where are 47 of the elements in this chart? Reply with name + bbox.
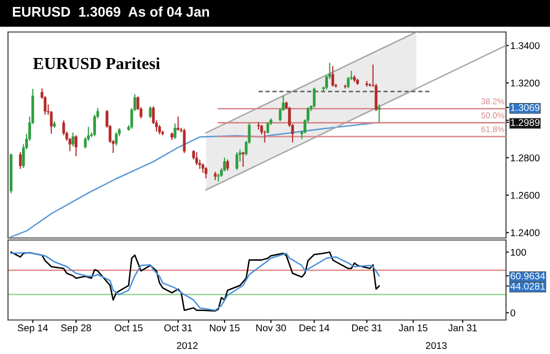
series-label: 50.0% [481, 112, 504, 118]
text: EURUSD Paritesi [33, 57, 160, 70]
candlestick [182, 128, 186, 154]
candlestick [74, 134, 78, 157]
candlestick [158, 124, 161, 135]
x-tick-label: Dec 31 [352, 324, 382, 332]
candlestick [195, 152, 198, 166]
x-tick-label: Oct 31 [164, 324, 192, 332]
y-tick-label: 1.2800 [510, 154, 540, 162]
text: 2012 [176, 342, 198, 349]
candlestick [378, 104, 381, 123]
y-tick-label: 1.3400 [510, 42, 540, 50]
candlestick [148, 106, 152, 119]
x-tick-label: Sep 28 [61, 324, 92, 334]
candlestick [312, 87, 316, 108]
candlestick [114, 132, 118, 146]
y-tick-label: 1.3069 [510, 104, 540, 112]
x-tick-label: Oct 15 [114, 324, 143, 332]
y-tick-label: 1.2600 [510, 192, 540, 199]
x-tick-label: Dec 14 [300, 324, 330, 332]
text: 2013 [426, 342, 447, 349]
x-tick-label: Nov 30 [256, 324, 286, 332]
candlestick [204, 166, 208, 179]
y-tick-label: 60.9634 [510, 272, 546, 280]
y-tick-label: 100 [510, 248, 526, 256]
candlestick [242, 151, 244, 168]
candlestick [174, 122, 176, 140]
x-tick-label: Jan 31 [448, 324, 477, 332]
y-tick-label: 1.3200 [510, 80, 540, 87]
candlestick [226, 159, 229, 172]
candlestick [19, 152, 22, 170]
y-tick-label: 1.2989 [510, 119, 540, 126]
candlestick [331, 66, 334, 88]
x-tick-label: Nov 15 [210, 324, 240, 332]
series-label: 61.8% [481, 126, 504, 132]
candlestick [236, 152, 238, 170]
y-tick-label: 0 [510, 309, 516, 316]
line-series [10, 122, 380, 238]
x-tick-label: Jan 15 [398, 324, 428, 332]
x-tick-label: Sep 14 [18, 324, 48, 334]
candlestick [266, 122, 270, 134]
y-tick-label: 1.2400 [510, 229, 540, 236]
candlestick [72, 132, 74, 148]
chart-subtitle: EURUSD 1.3069 As of 04 Jan [12, 6, 210, 17]
candlestick [176, 116, 180, 132]
series-label: 38.2% [481, 98, 504, 104]
y-tick-label: 44.0281 [510, 282, 545, 290]
